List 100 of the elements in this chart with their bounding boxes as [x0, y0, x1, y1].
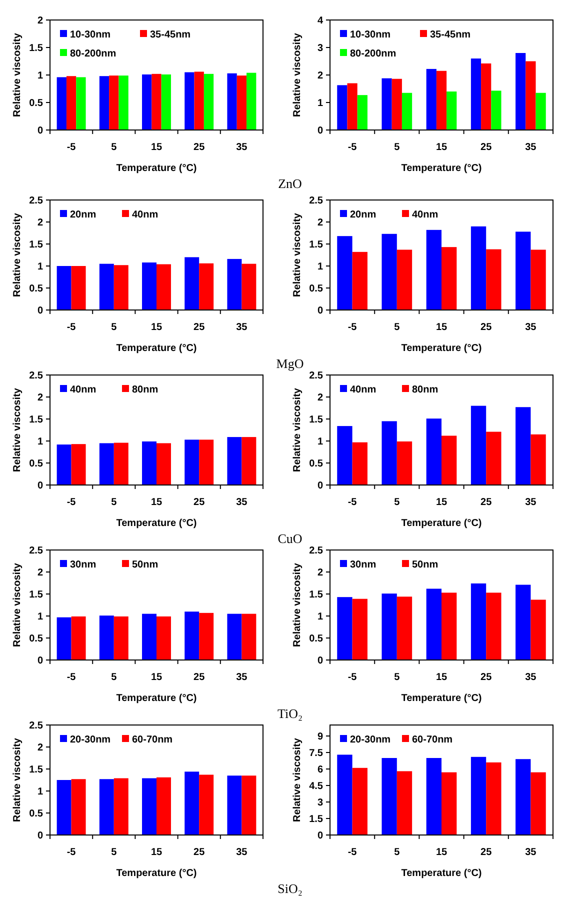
- bar: [337, 754, 352, 835]
- y-tick-label: 1: [37, 436, 44, 448]
- legend-label: 20nm: [70, 210, 96, 220]
- bar: [470, 226, 486, 310]
- y-tick-label: 2: [317, 392, 324, 404]
- x-tick-label: 35: [236, 847, 248, 858]
- legend-label: 60-70nm: [412, 734, 453, 746]
- x-axis-title: Temperature (°C): [401, 518, 482, 529]
- bar: [114, 442, 128, 485]
- bar: [516, 584, 531, 660]
- y-tick-label: 1.5: [309, 590, 324, 600]
- y-tick-label: 0: [37, 306, 44, 316]
- x-tick-label: 15: [150, 847, 162, 858]
- x-tick-label: -5: [348, 142, 358, 153]
- legend-label: 50nm: [132, 560, 158, 570]
- x-tick-label: 5: [394, 497, 400, 508]
- x-tick-label: 25: [194, 497, 206, 508]
- x-tick-label: 35: [236, 322, 248, 333]
- bar: [357, 95, 368, 130]
- y-tick-label: 2.5: [309, 546, 324, 556]
- x-tick-label: -5: [348, 322, 358, 333]
- y-tick-label: 1: [37, 70, 44, 82]
- y-tick-label: 2: [37, 16, 44, 26]
- x-tick-label: 35: [525, 672, 537, 683]
- x-tick-label: 35: [525, 142, 537, 153]
- bar: [199, 774, 214, 835]
- bar: [470, 406, 486, 485]
- bar: [470, 58, 482, 130]
- bar: [536, 92, 546, 130]
- y-tick-label: 2: [37, 392, 44, 404]
- legend-label: 40nm: [70, 384, 96, 396]
- y-tick-label: 1.5: [309, 814, 324, 825]
- legend-label: 80nm: [412, 384, 438, 396]
- x-tick-label: 5: [111, 672, 118, 683]
- y-tick-label: 2.5: [29, 196, 44, 206]
- x-tick-label: 5: [111, 497, 118, 508]
- x-axis-title: Temperature (°C): [116, 868, 197, 879]
- bar: [347, 83, 358, 130]
- bar: [530, 600, 546, 660]
- bar: [337, 597, 352, 660]
- y-tick-label: 6: [317, 764, 324, 776]
- legend-label: 80-200nm: [70, 48, 116, 60]
- bar: [442, 592, 457, 660]
- bar: [242, 776, 256, 835]
- x-tick-label: -5: [348, 497, 358, 508]
- y-tick-label: 1.5: [29, 590, 44, 600]
- x-tick-label: 15: [436, 322, 448, 333]
- bar: [142, 778, 156, 835]
- y-axis-title: Relative viscosity: [292, 562, 303, 647]
- y-tick-label: 2.5: [309, 370, 324, 382]
- bar: [199, 440, 214, 485]
- y-tick-label: 1: [37, 262, 44, 272]
- bar: [142, 441, 156, 485]
- x-tick-label: 15: [436, 847, 448, 858]
- x-tick-label: 35: [525, 322, 537, 333]
- y-tick-label: 1.5: [309, 240, 324, 250]
- y-tick-label: 0: [37, 480, 44, 492]
- x-tick-label: 5: [394, 672, 400, 683]
- bar: [442, 772, 457, 835]
- bar: [71, 444, 86, 485]
- y-tick-label: 2: [37, 568, 44, 578]
- bar: [382, 758, 397, 835]
- bar: [156, 443, 171, 485]
- bar: [516, 232, 531, 310]
- x-tick-label: 15: [150, 322, 162, 333]
- bar: [442, 436, 457, 485]
- bar: [184, 440, 200, 485]
- y-tick-label: 9: [317, 732, 324, 742]
- bar: [56, 780, 72, 835]
- text: ZnO: [278, 176, 302, 191]
- bar: [71, 779, 86, 835]
- legend-label: 80-200nm: [350, 48, 396, 60]
- bar: [156, 777, 171, 835]
- bar: [446, 92, 457, 130]
- y-tick-label: 1: [317, 612, 324, 622]
- x-tick-label: 35: [236, 497, 248, 508]
- legend-label: 10-30nm: [350, 30, 391, 40]
- y-tick-label: 1: [317, 98, 324, 109]
- bar: [382, 234, 397, 310]
- bar: [392, 78, 402, 130]
- bar: [114, 778, 128, 835]
- y-tick-label: 0: [317, 480, 324, 492]
- bar: [352, 252, 368, 310]
- bar: [516, 53, 526, 130]
- bar: [396, 250, 412, 310]
- y-tick-label: 0: [317, 830, 324, 842]
- y-tick-label: 0.5: [29, 634, 44, 644]
- x-tick-label: 5: [394, 322, 400, 333]
- bar: [426, 758, 442, 835]
- y-tick-label: 1.5: [29, 43, 44, 54]
- bar: [352, 598, 368, 660]
- y-tick-label: 0: [37, 126, 44, 136]
- y-tick-label: 2: [37, 218, 44, 228]
- bar: [99, 779, 114, 835]
- x-tick-label: 25: [480, 322, 492, 333]
- x-tick-label: -5: [66, 142, 76, 153]
- y-axis-title: Relative viscosity: [12, 562, 23, 647]
- bar: [530, 434, 546, 485]
- bar: [426, 588, 442, 660]
- bar: [337, 426, 352, 485]
